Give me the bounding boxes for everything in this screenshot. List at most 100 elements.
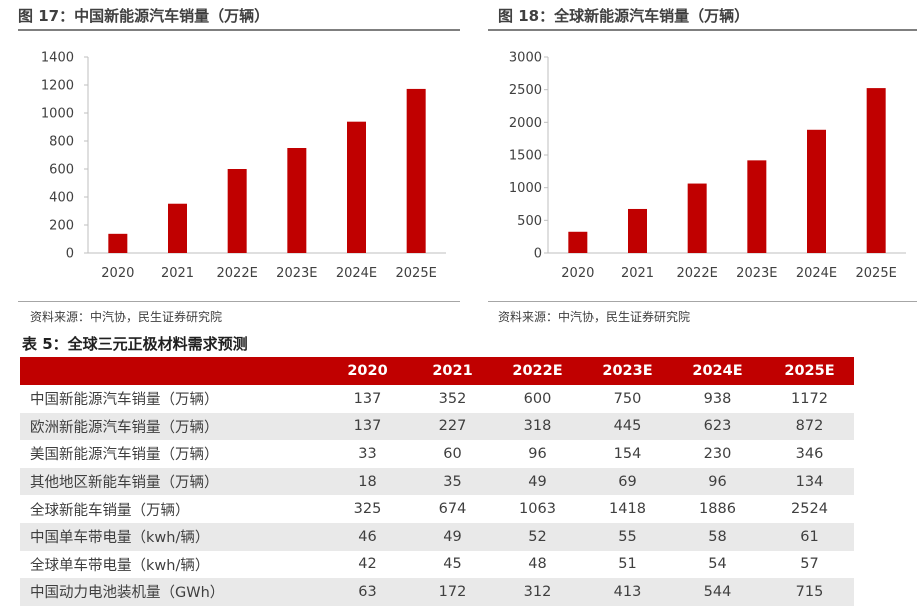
table-5-title: 表 5：全球三元正极材料需求预测 (22, 335, 248, 353)
header-cell (20, 357, 320, 385)
y-tick-label: 1400 (41, 51, 74, 66)
bar-2024E (807, 129, 826, 253)
table-cell: 2524 (791, 501, 828, 518)
table-cell: 33 (358, 445, 377, 462)
row-label: 其他地区新能车销量（万辆） (20, 467, 320, 496)
header-cell: 2024E (670, 357, 765, 385)
row-label: 全球新能车销量（万辆） (30, 502, 190, 519)
table-row: 中国新能源汽车销量（万辆） 137 352 600 750 938 1172 (20, 385, 854, 413)
table-cell: 674 (438, 501, 467, 518)
bar-2024E (347, 121, 366, 254)
y-tick-label: 3000 (509, 51, 542, 66)
y-tick-label: 1000 (41, 107, 74, 122)
row-label: 中国单车带电量（kwh/辆） (20, 522, 320, 551)
y-tick-label: 400 (49, 191, 74, 206)
bar-2025E (406, 88, 426, 253)
table-cell: 134 (765, 467, 854, 496)
y-tick-label: 800 (49, 135, 74, 150)
figure-18-chart: 0 500 1000 1500 2000 2500 3000 2020 2021 2022E 202… (509, 51, 906, 281)
table-cell: 57 (800, 556, 819, 573)
row-label: 中国动力电池装机量（GWh） (20, 578, 320, 606)
table-cell: 1886 (699, 501, 736, 518)
table-cell: 49 (415, 522, 490, 551)
bar-2021 (168, 203, 187, 253)
table-cell: 750 (613, 390, 642, 407)
x-category-label: 2024E (336, 266, 377, 281)
bar-2022E (687, 183, 707, 253)
table-cell: 46 (320, 522, 415, 551)
bar-2020 (568, 231, 588, 253)
row-label: 全球单车带电量（kwh/辆） (30, 557, 210, 574)
y-tick-label: 0 (534, 247, 542, 262)
table-cell: 48 (528, 556, 547, 573)
figure-17-bottom-rule (18, 301, 460, 302)
table-cell: 49 (490, 467, 585, 496)
y-tick-label: 1000 (509, 181, 542, 196)
table-header-row: 2020 2021 2022E 2023E 2024E 2025E (20, 357, 854, 385)
table-row: 中国单车带电量（kwh/辆） 46 49 52 55 58 61 (20, 522, 854, 551)
y-tick-label: 2000 (509, 116, 542, 131)
table-cell: 352 (438, 390, 467, 407)
figure-18-bottom-rule (488, 301, 917, 302)
table-row: 其他地区新能车销量（万辆） 18 35 49 69 96 134 (20, 467, 854, 496)
table-cell: 18 (320, 467, 415, 496)
x-category-label: 2023E (736, 266, 777, 281)
bar-2023E (747, 160, 767, 253)
header-cell: 2025E (765, 357, 854, 385)
header-cell: 2022E (490, 357, 585, 385)
row-label: 中国新能源汽车销量（万辆） (30, 392, 219, 409)
y-tick-label: 0 (66, 247, 74, 262)
table-cell: 137 (353, 390, 382, 407)
y-tick-label: 500 (517, 214, 542, 229)
table-row: 全球单车带电量（kwh/辆） 42 45 48 51 54 57 (20, 551, 854, 579)
x-category-label: 2022E (677, 266, 718, 281)
table-cell: 61 (765, 522, 854, 551)
table-cell: 623 (670, 412, 765, 441)
table-cell: 312 (490, 578, 585, 606)
x-category-label: 2023E (276, 266, 317, 281)
x-category-label: 2021 (161, 266, 194, 281)
table-cell: 325 (353, 501, 382, 518)
table-cell: 227 (415, 412, 490, 441)
table-cell: 172 (415, 578, 490, 606)
table-cell: 69 (585, 467, 670, 496)
x-category-label: 2022E (217, 266, 258, 281)
x-category-label: 2025E (396, 266, 437, 281)
table-cell: 54 (708, 556, 727, 573)
figure-18-title: 图 18：全球新能源汽车销量（万辆） (498, 7, 750, 25)
table-cell: 1172 (791, 390, 828, 407)
figure-17-title: 图 17：中国新能源汽车销量（万辆） (18, 7, 270, 25)
bar-2021 (628, 208, 647, 253)
table-cell: 60 (443, 445, 462, 462)
y-tick-label: 600 (49, 163, 74, 178)
table-cell: 938 (703, 390, 732, 407)
table-cell: 55 (585, 522, 670, 551)
figure-18-top-rule (488, 29, 917, 31)
header-cell: 2023E (585, 357, 670, 385)
table-cell: 715 (765, 578, 854, 606)
table-cell: 96 (670, 467, 765, 496)
x-category-label: 2021 (621, 266, 654, 281)
row-label: 欧洲新能源汽车销量（万辆） (20, 412, 320, 441)
y-tick-label: 2500 (509, 83, 542, 98)
table-row: 欧洲新能源汽车销量（万辆） 137 227 318 445 623 872 (20, 412, 854, 441)
x-category-label: 2024E (796, 266, 837, 281)
table-cell: 230 (703, 445, 732, 462)
header-cell: 2020 (320, 357, 415, 385)
table-cell: 600 (523, 390, 552, 407)
bar-2025E (866, 88, 886, 253)
table-cell: 35 (415, 467, 490, 496)
table-cell: 872 (765, 412, 854, 441)
row-label: 美国新能源汽车销量（万辆） (30, 447, 219, 464)
table-cell: 42 (358, 556, 377, 573)
x-category-label: 2025E (856, 266, 897, 281)
y-tick-label: 1200 (41, 79, 74, 94)
table-cell: 413 (585, 578, 670, 606)
table-cell: 1063 (519, 501, 556, 518)
table-cell: 58 (670, 522, 765, 551)
x-category-label: 2020 (101, 266, 134, 281)
figure-17-chart: 0 200 400 600 800 1000 1200 1400 2020 2021 2022E 20… (41, 51, 446, 281)
x-category-label: 2020 (561, 266, 594, 281)
table-cell: 346 (795, 445, 824, 462)
table-cell: 63 (320, 578, 415, 606)
